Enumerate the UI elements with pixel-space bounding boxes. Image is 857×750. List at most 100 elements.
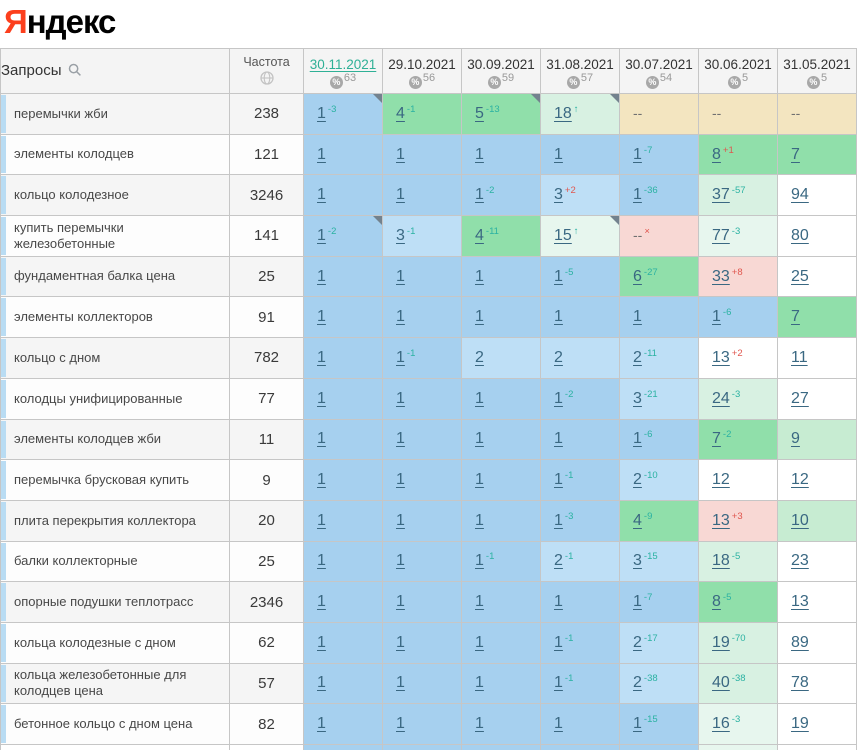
position-value-link[interactable]: 13 <box>712 511 730 529</box>
date-column-header[interactable]: 30.06.2021% 5 <box>698 48 778 94</box>
position-value-link[interactable]: 1 <box>633 186 642 204</box>
position-value-link[interactable]: 12 <box>712 471 730 489</box>
position-value-link[interactable]: 1 <box>317 593 326 611</box>
position-value-link[interactable]: 1 <box>554 633 563 651</box>
position-value-link[interactable]: 1 <box>554 308 563 326</box>
position-value-link[interactable]: 1 <box>317 674 326 692</box>
position-value-link[interactable]: 23 <box>791 552 809 570</box>
position-value-link[interactable]: 2 <box>633 674 642 692</box>
position-value-link[interactable]: 1 <box>317 715 326 733</box>
position-value-link[interactable]: 1 <box>317 471 326 489</box>
position-value-link[interactable]: 1 <box>317 186 326 204</box>
position-value-link[interactable]: 1 <box>633 715 642 733</box>
position-value-link[interactable]: 3 <box>633 389 642 407</box>
position-value-link[interactable]: 77 <box>712 226 730 244</box>
position-value-link[interactable]: 1 <box>396 633 405 651</box>
date-link[interactable]: 29.10.2021 <box>388 56 456 72</box>
position-value-link[interactable]: 1 <box>317 430 326 448</box>
position-value-link[interactable]: 19 <box>712 633 730 651</box>
position-value-link[interactable]: 2 <box>554 552 563 570</box>
position-value-link[interactable]: 1 <box>317 552 326 570</box>
position-value-link[interactable]: 4 <box>475 226 484 244</box>
position-value-link[interactable]: 9 <box>791 430 800 448</box>
position-value-link[interactable]: 40 <box>712 674 730 692</box>
position-value-link[interactable]: 2 <box>554 348 563 366</box>
position-value-link[interactable]: 94 <box>791 186 809 204</box>
position-value-link[interactable]: 4 <box>396 104 405 122</box>
position-value-link[interactable]: 5 <box>475 104 484 122</box>
position-value-link[interactable]: 1 <box>554 511 563 529</box>
position-value-link[interactable]: 25 <box>791 267 809 285</box>
position-value-link[interactable]: 89 <box>791 633 809 651</box>
position-value-link[interactable]: 1 <box>554 715 563 733</box>
position-value-link[interactable]: 13 <box>712 348 730 366</box>
position-value-link[interactable]: 24 <box>712 389 730 407</box>
position-value-link[interactable]: 18 <box>554 104 572 122</box>
position-value-link[interactable]: 1 <box>475 186 484 204</box>
position-value-link[interactable]: 11 <box>791 348 808 366</box>
date-link[interactable]: 31.08.2021 <box>546 56 614 72</box>
position-value-link[interactable]: 1 <box>633 593 642 611</box>
position-value-link[interactable]: 1 <box>475 674 484 692</box>
position-value-link[interactable]: 1 <box>554 674 563 692</box>
date-column-header[interactable]: 30.09.2021% 59 <box>461 48 541 94</box>
position-value-link[interactable]: 1 <box>554 430 563 448</box>
position-value-link[interactable]: 1 <box>317 633 326 651</box>
position-value-link[interactable]: 80 <box>791 226 809 244</box>
position-value-link[interactable]: 1 <box>475 633 484 651</box>
position-value-link[interactable]: 2 <box>633 348 642 366</box>
position-value-link[interactable]: 2 <box>475 348 484 366</box>
date-column-header[interactable]: 31.05.2021% 5 <box>777 48 857 94</box>
position-value-link[interactable]: 1 <box>475 430 484 448</box>
position-value-link[interactable]: 7 <box>791 145 800 163</box>
position-value-link[interactable]: 1 <box>317 226 326 244</box>
position-value-link[interactable]: 1 <box>554 145 563 163</box>
position-value-link[interactable]: 6 <box>633 267 642 285</box>
position-value-link[interactable]: 1 <box>475 308 484 326</box>
position-value-link[interactable]: 1 <box>317 511 326 529</box>
position-value-link[interactable]: 1 <box>475 593 484 611</box>
position-value-link[interactable]: 1 <box>554 389 563 407</box>
position-value-link[interactable]: 33 <box>712 267 730 285</box>
date-link[interactable]: 30.09.2021 <box>467 56 535 72</box>
position-value-link[interactable]: 1 <box>317 308 326 326</box>
position-value-link[interactable]: 37 <box>712 186 730 204</box>
position-value-link[interactable]: 1 <box>396 715 405 733</box>
position-value-link[interactable]: 18 <box>712 552 730 570</box>
position-value-link[interactable]: 1 <box>317 389 326 407</box>
position-value-link[interactable]: 1 <box>633 430 642 448</box>
position-value-link[interactable]: 10 <box>791 511 809 529</box>
position-value-link[interactable]: 1 <box>396 348 405 366</box>
position-value-link[interactable]: 7 <box>791 308 800 326</box>
date-link[interactable]: 31.05.2021 <box>783 56 851 72</box>
date-column-header[interactable]: 31.08.2021% 57 <box>540 48 620 94</box>
position-value-link[interactable]: 1 <box>633 145 642 163</box>
position-value-link[interactable]: 8 <box>712 145 721 163</box>
date-link[interactable]: 30.11.2021 <box>309 56 377 72</box>
position-value-link[interactable]: 1 <box>475 471 484 489</box>
position-value-link[interactable]: 13 <box>791 593 809 611</box>
position-value-link[interactable]: 1 <box>712 308 721 326</box>
position-value-link[interactable]: 1 <box>633 308 642 326</box>
position-value-link[interactable]: 16 <box>712 715 730 733</box>
position-value-link[interactable]: 1 <box>396 430 405 448</box>
position-value-link[interactable]: 1 <box>475 552 484 570</box>
position-value-link[interactable]: 3 <box>633 552 642 570</box>
position-value-link[interactable]: 1 <box>317 104 326 122</box>
position-value-link[interactable]: 1 <box>554 267 563 285</box>
date-link[interactable]: 30.06.2021 <box>704 56 772 72</box>
position-value-link[interactable]: 1 <box>475 145 484 163</box>
position-value-link[interactable]: 1 <box>396 511 405 529</box>
position-value-link[interactable]: 7 <box>712 430 721 448</box>
position-value-link[interactable]: 1 <box>317 267 326 285</box>
position-value-link[interactable]: 1 <box>317 348 326 366</box>
position-value-link[interactable]: 12 <box>791 471 809 489</box>
position-value-link[interactable]: 3 <box>554 186 563 204</box>
date-column-header[interactable]: 30.07.2021% 54 <box>619 48 699 94</box>
date-link[interactable]: 30.07.2021 <box>625 56 693 72</box>
position-value-link[interactable]: 1 <box>475 267 484 285</box>
position-value-link[interactable]: 1 <box>475 511 484 529</box>
date-column-header[interactable]: 30.11.2021% 63 <box>303 48 383 94</box>
position-value-link[interactable]: 2 <box>633 633 642 651</box>
position-value-link[interactable]: 1 <box>475 389 484 407</box>
